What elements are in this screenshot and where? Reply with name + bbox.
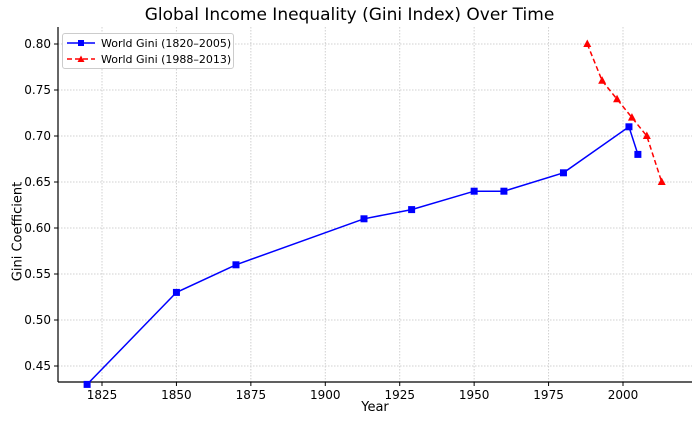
x-axis-label: Year xyxy=(361,400,389,415)
legend-label: World Gini (1820–2005) xyxy=(101,36,232,50)
square-marker-icon xyxy=(500,187,508,195)
square-marker-icon xyxy=(470,187,478,195)
square-marker-icon xyxy=(67,40,95,46)
square-marker-icon xyxy=(625,123,633,131)
legend: World Gini (1820–2005) World Gini (1988–… xyxy=(62,33,234,69)
square-marker-icon xyxy=(232,261,240,269)
y-tick-label: 0.75 xyxy=(24,83,51,97)
chart-title: Global Income Inequality (Gini Index) Ov… xyxy=(144,5,555,25)
triangle-marker-icon xyxy=(583,39,592,47)
square-marker-icon xyxy=(360,215,368,223)
y-tick-label: 0.45 xyxy=(24,359,51,373)
triangle-marker-icon xyxy=(613,94,622,103)
legend-item-series-2: World Gini (1988–2013) xyxy=(67,51,231,67)
square-marker-icon xyxy=(408,206,416,214)
y-tick-label: 0.80 xyxy=(24,37,51,51)
y-axis-label: Gini Coefficient xyxy=(10,181,26,282)
x-tick-label: 1975 xyxy=(533,388,564,402)
square-marker-icon xyxy=(559,169,567,177)
x-tick-label: 2000 xyxy=(608,388,639,402)
x-tick-label: 1850 xyxy=(161,388,192,402)
square-marker-icon xyxy=(83,380,91,388)
triangle-marker-icon xyxy=(598,76,607,84)
x-tick-label: 1950 xyxy=(459,388,490,402)
square-marker-icon xyxy=(172,288,180,296)
triangle-marker-icon xyxy=(657,177,666,185)
triangle-marker-icon xyxy=(627,113,636,121)
square-marker-icon xyxy=(634,150,642,158)
y-tick-label: 0.55 xyxy=(24,267,51,281)
y-tick-label: 0.70 xyxy=(24,129,51,143)
x-tick-label: 1825 xyxy=(87,388,118,402)
y-tick-label: 0.50 xyxy=(24,313,51,327)
series-line-1 xyxy=(86,125,639,385)
legend-item-series-1: World Gini (1820–2005) xyxy=(67,35,231,51)
x-tick-label: 1925 xyxy=(384,388,415,402)
y-tick-label: 0.65 xyxy=(24,175,51,189)
y-tick-label: 0.60 xyxy=(24,221,51,235)
series-line-2 xyxy=(586,43,663,183)
legend-label: World Gini (1988–2013) xyxy=(101,52,232,66)
x-tick-label: 1900 xyxy=(310,388,341,402)
x-tick-label: 1875 xyxy=(236,388,267,402)
triangle-marker-icon xyxy=(67,55,95,62)
triangle-marker-icon xyxy=(642,131,651,139)
